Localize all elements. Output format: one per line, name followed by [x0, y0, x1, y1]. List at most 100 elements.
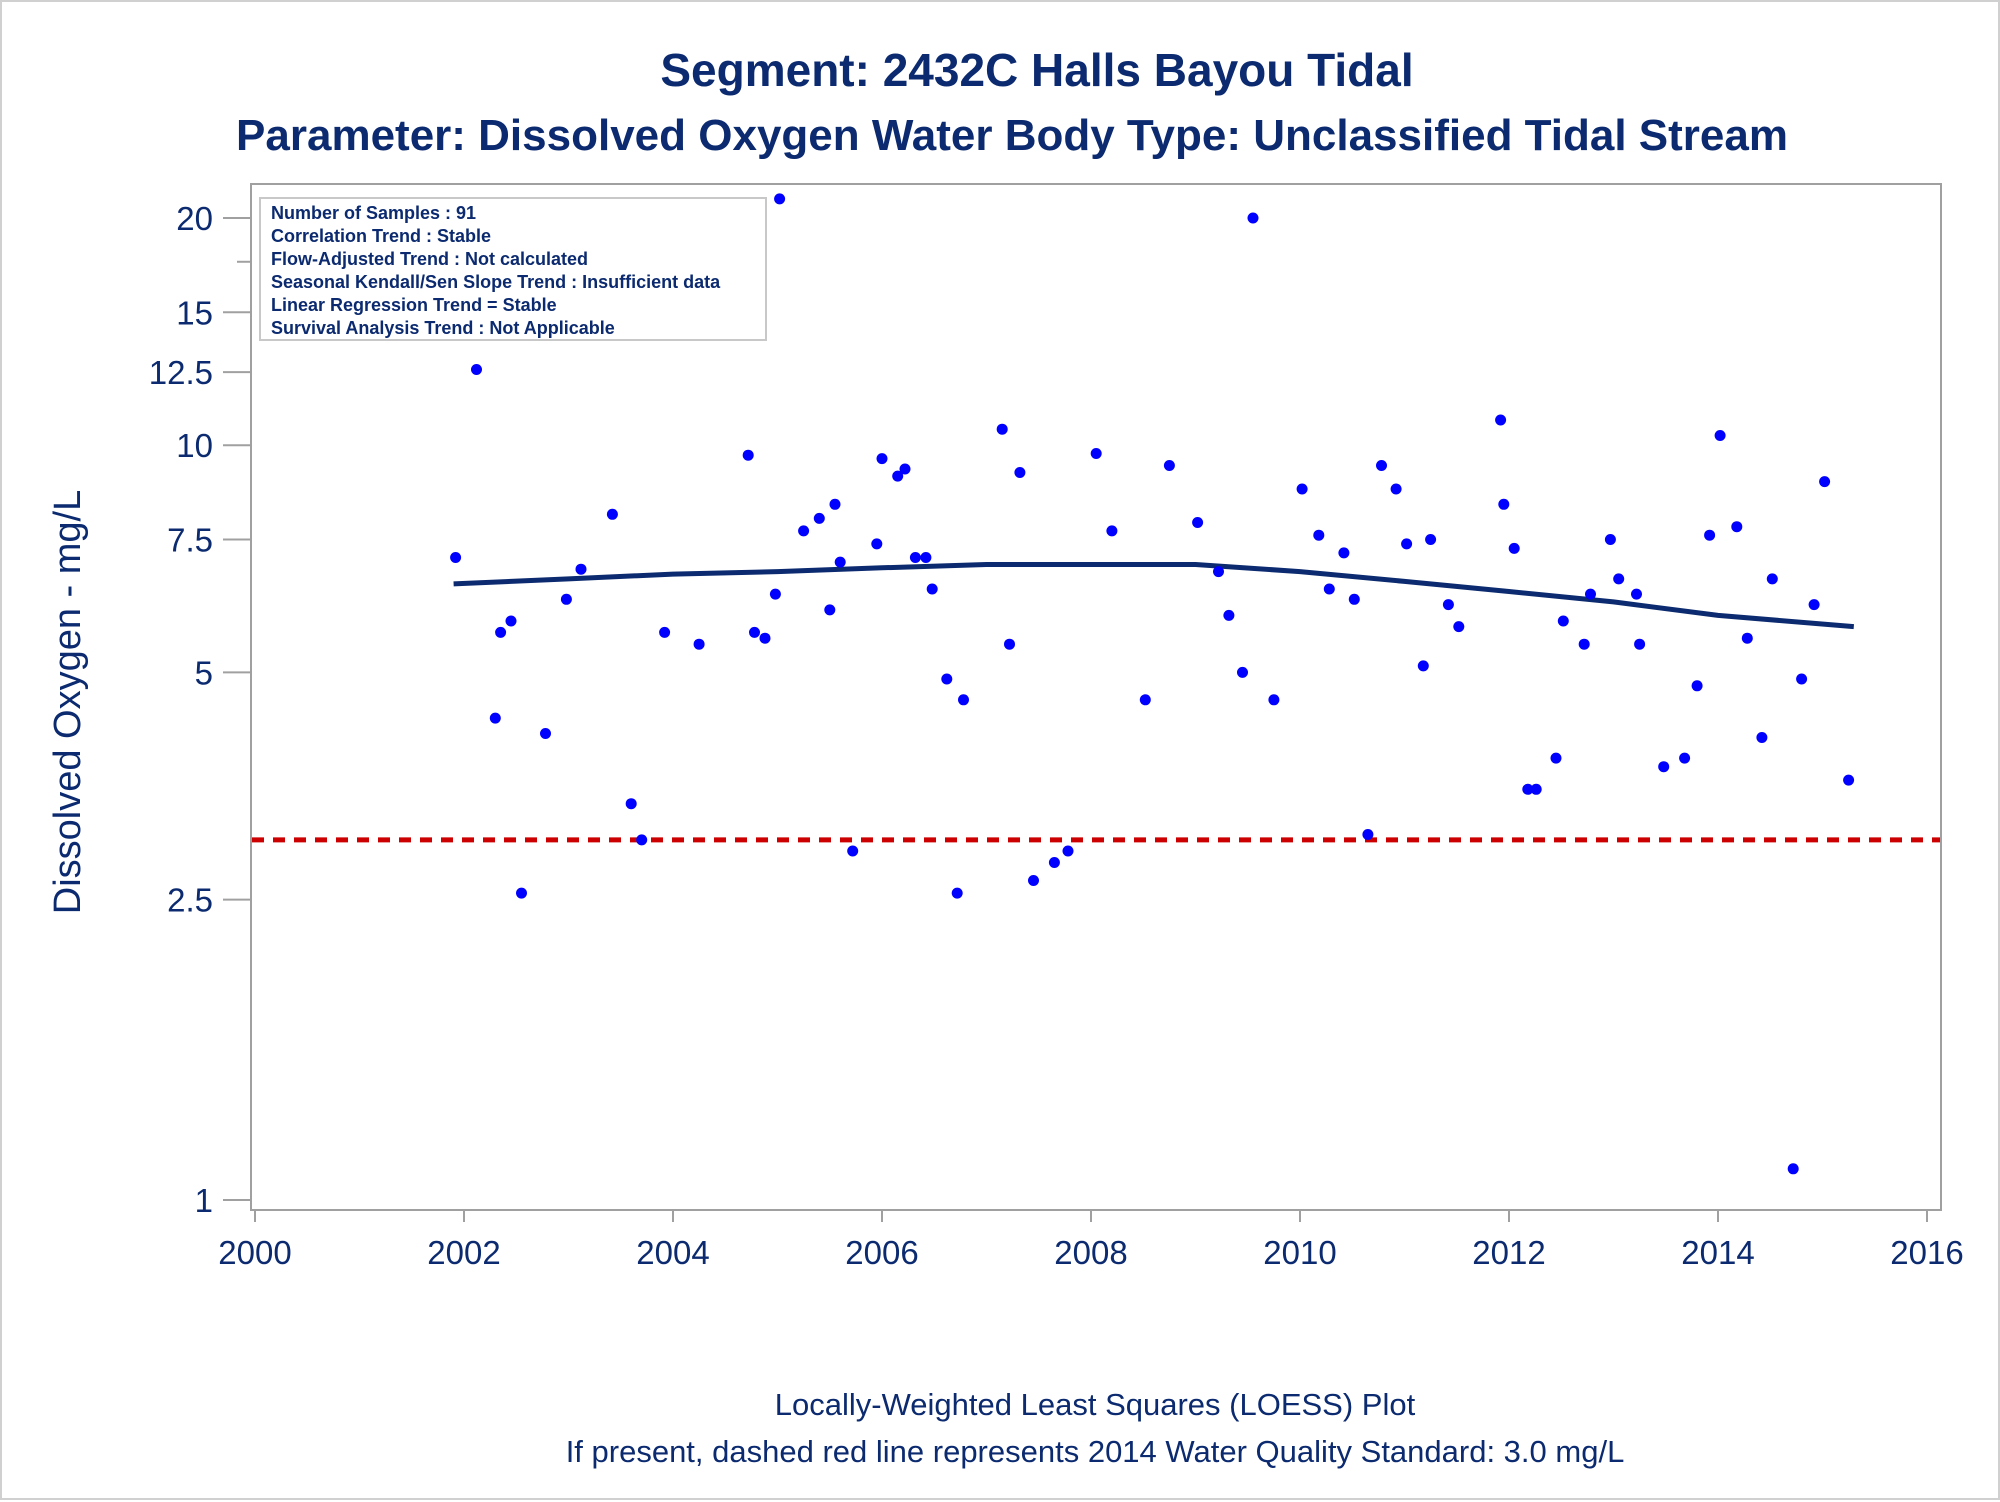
data-point [1442, 599, 1454, 611]
data-point [1691, 680, 1703, 692]
x-tick-label: 2008 [1054, 1234, 1127, 1271]
x-tick-label: 2016 [1890, 1234, 1963, 1271]
data-point [1247, 212, 1259, 224]
y-tick-label: 1 [195, 1182, 213, 1219]
data-point [1495, 414, 1507, 426]
data-point [1139, 694, 1151, 706]
footnote-loess: Locally-Weighted Least Squares (LOESS) P… [775, 1387, 1416, 1422]
data-point [471, 364, 482, 375]
data-point [1390, 483, 1402, 495]
data-point [742, 449, 754, 461]
data-point [1004, 638, 1015, 650]
data-point [920, 552, 932, 563]
data-point [769, 588, 781, 600]
data-point [1425, 534, 1437, 545]
data-point [1631, 588, 1642, 600]
data-point [1313, 529, 1325, 541]
x-tick-label: 2014 [1681, 1234, 1754, 1271]
stats-inset: Number of Samples : 91 Correlation Trend… [259, 197, 767, 341]
data-point [926, 583, 938, 595]
data-point [892, 470, 904, 482]
y-tick-label: 12.5 [149, 354, 213, 391]
data-point [1417, 660, 1429, 672]
data-point [1192, 517, 1204, 528]
data-point [798, 525, 810, 537]
data-point [560, 593, 572, 605]
data-point [899, 463, 911, 475]
loess-curve-group [453, 562, 1855, 630]
loess-curve [453, 562, 1855, 630]
data-point [1062, 845, 1074, 857]
data-point [1362, 829, 1374, 840]
y-tick-label: 2.5 [167, 882, 213, 919]
data-point [1741, 632, 1753, 644]
y-tick-label: 7.5 [167, 522, 213, 559]
data-point [1756, 732, 1768, 743]
data-point [1578, 638, 1590, 650]
x-tick-label: 2010 [1263, 1234, 1336, 1271]
x-tick-label: 2006 [845, 1234, 918, 1271]
data-point [625, 798, 637, 810]
y-tick-label: 15 [176, 294, 213, 331]
data-point [996, 423, 1008, 435]
data-point [516, 887, 527, 899]
inset-line-survival-analysis: Survival Analysis Trend : Not Applicable [271, 318, 615, 338]
data-point [1796, 673, 1808, 685]
data-point [1613, 573, 1625, 585]
data-point [749, 626, 760, 638]
stats-inset-box [259, 197, 767, 341]
data-point [834, 556, 846, 568]
data-point [1550, 752, 1562, 764]
data-point [1453, 621, 1465, 633]
data-point [847, 845, 859, 857]
data-point [489, 712, 501, 724]
chart-title: Segment: 2432C Halls Bayou Tidal [660, 44, 1413, 96]
data-point [871, 538, 883, 550]
data-point [1296, 483, 1308, 495]
data-point [1731, 521, 1743, 533]
data-point [1048, 857, 1060, 868]
footnote-standard: If present, dashed red line represents 2… [566, 1434, 1625, 1469]
data-point [1014, 467, 1026, 478]
inset-line-flow-adjusted: Flow-Adjusted Trend : Not calculated [271, 249, 588, 269]
data-point [1522, 783, 1534, 795]
data-point [1090, 448, 1102, 459]
data-point [829, 498, 841, 510]
x-tick-label: 2000 [218, 1234, 291, 1271]
inset-line-samples: Number of Samples : 91 [271, 203, 476, 223]
data-point [1163, 460, 1175, 471]
data-point [909, 552, 921, 563]
data-point [540, 728, 551, 739]
data-point [1530, 783, 1542, 795]
y-axis-label: Dissolved Oxygen - mg/L [47, 490, 89, 915]
data-point [1679, 752, 1691, 764]
data-point [693, 638, 705, 650]
inset-line-seasonal-kendall: Seasonal Kendall/Sen Slope Trend : Insuf… [271, 272, 721, 292]
data-point [495, 626, 507, 638]
data-point [1376, 460, 1387, 471]
data-point [1819, 476, 1831, 488]
data-point [759, 632, 771, 644]
data-point [876, 453, 888, 465]
data-point [941, 673, 953, 685]
data-point [1704, 529, 1716, 541]
x-tick-label: 2012 [1472, 1234, 1545, 1271]
x-tick-label: 2002 [427, 1234, 500, 1271]
inset-line-linear-regression: Linear Regression Trend = Stable [271, 295, 557, 315]
data-point [1223, 609, 1235, 621]
inset-line-correlation: Correlation Trend : Stable [271, 226, 491, 246]
data-point [1604, 534, 1616, 545]
data-point [1585, 588, 1596, 600]
chart-subtitle: Parameter: Dissolved Oxygen Water Body T… [236, 111, 1788, 160]
data-point [1658, 761, 1670, 773]
data-point [813, 512, 825, 524]
data-point [958, 694, 969, 706]
data-points-group [450, 193, 1855, 1175]
data-point [1808, 599, 1820, 611]
data-point [1268, 694, 1280, 706]
data-point [575, 563, 587, 575]
data-point [1338, 547, 1350, 559]
